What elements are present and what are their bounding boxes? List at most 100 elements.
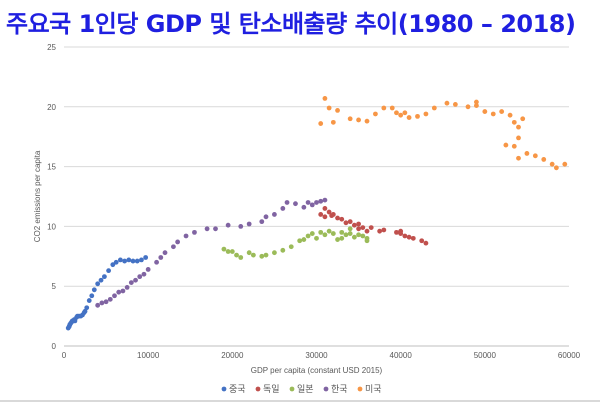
legend-label: 한국 xyxy=(331,384,348,395)
data-point xyxy=(326,228,332,234)
data-point xyxy=(410,235,416,241)
data-point xyxy=(347,116,353,122)
y-tick-label: 15 xyxy=(47,163,56,172)
data-point xyxy=(322,197,328,203)
data-point xyxy=(339,216,345,222)
data-point xyxy=(318,121,324,126)
data-point xyxy=(549,161,555,167)
legend-marker xyxy=(323,386,329,392)
y-axis-ticks: 0 5 10 15 20 25 xyxy=(47,43,56,351)
y-tick-label: 10 xyxy=(47,222,56,231)
data-point xyxy=(171,244,176,250)
data-point xyxy=(91,287,97,293)
data-point xyxy=(394,110,399,116)
data-point xyxy=(107,296,113,302)
data-point xyxy=(272,212,277,217)
data-point xyxy=(377,228,383,234)
legend-label: 일본 xyxy=(297,384,314,395)
data-point xyxy=(398,228,404,234)
data-point xyxy=(541,157,547,162)
data-point xyxy=(394,229,399,235)
data-point xyxy=(137,274,143,280)
data-point xyxy=(326,209,332,215)
data-point xyxy=(335,237,340,242)
data-point xyxy=(116,289,122,295)
data-point xyxy=(82,308,88,314)
data-point xyxy=(246,221,252,227)
data-point xyxy=(516,124,521,130)
x-tick-label: 0 xyxy=(62,351,67,360)
data-point xyxy=(259,253,265,259)
y-tick-label: 0 xyxy=(52,342,57,351)
series xyxy=(95,197,328,308)
data-point xyxy=(339,235,345,241)
data-point xyxy=(120,288,126,294)
legend-item: 한국 xyxy=(323,384,348,395)
data-point xyxy=(305,200,311,205)
data-point xyxy=(293,201,298,207)
series xyxy=(65,255,149,331)
data-point xyxy=(419,238,425,244)
data-point xyxy=(238,255,244,260)
data-point xyxy=(250,252,256,258)
data-point xyxy=(72,318,78,324)
data-point xyxy=(503,142,509,148)
x-tick-label: 10000 xyxy=(137,351,160,360)
data-point xyxy=(520,116,526,122)
x-tick-label: 50000 xyxy=(474,351,497,360)
data-point xyxy=(356,117,361,123)
data-point xyxy=(225,222,231,228)
data-point xyxy=(351,234,357,240)
data-point xyxy=(183,233,189,239)
data-point xyxy=(122,258,127,264)
data-point xyxy=(263,252,269,258)
data-point xyxy=(143,255,149,260)
data-point xyxy=(95,302,101,308)
data-point xyxy=(474,99,479,105)
data-point xyxy=(511,119,517,125)
data-point xyxy=(516,155,521,161)
data-point xyxy=(305,233,311,239)
data-point xyxy=(373,111,378,117)
data-point xyxy=(221,246,227,252)
data-point xyxy=(368,225,374,230)
data-point xyxy=(263,214,269,220)
data-point xyxy=(423,240,429,246)
data-point xyxy=(389,105,395,111)
data-point xyxy=(175,239,181,245)
data-point xyxy=(398,112,404,118)
y-axis-label: CO2 emissions per capita xyxy=(33,150,42,242)
legend-item: 미국 xyxy=(357,384,382,395)
data-point xyxy=(490,111,496,117)
data-point xyxy=(360,233,366,239)
gridlines xyxy=(64,46,569,287)
data-point xyxy=(330,231,336,236)
data-point xyxy=(314,235,319,241)
x-tick-label: 60000 xyxy=(558,351,581,360)
data-point xyxy=(158,255,164,260)
data-point xyxy=(134,258,140,264)
data-point xyxy=(280,247,286,253)
data-point xyxy=(474,103,479,109)
data-point xyxy=(452,102,458,107)
legend-label: 중국 xyxy=(229,384,246,395)
data-point xyxy=(406,115,412,120)
data-point xyxy=(141,271,147,277)
data-point xyxy=(511,143,517,149)
data-point xyxy=(117,257,123,263)
series xyxy=(221,226,370,260)
x-axis-ticks: 0 10000 20000 30000 40000 50000 60000 xyxy=(62,351,581,360)
data-point xyxy=(322,96,328,101)
data-point xyxy=(288,244,294,250)
data-point xyxy=(314,200,319,205)
x-axis-label: GDP per capita (constant USD 2015) xyxy=(251,366,383,375)
data-point xyxy=(280,206,286,211)
data-point xyxy=(284,200,290,205)
legend-item: 중국 xyxy=(221,384,246,395)
legend-item: 독일 xyxy=(255,384,280,395)
data-point xyxy=(343,220,349,226)
data-point xyxy=(204,226,210,232)
y-tick-label: 20 xyxy=(47,103,56,112)
data-point xyxy=(335,107,340,113)
data-point xyxy=(162,250,168,256)
